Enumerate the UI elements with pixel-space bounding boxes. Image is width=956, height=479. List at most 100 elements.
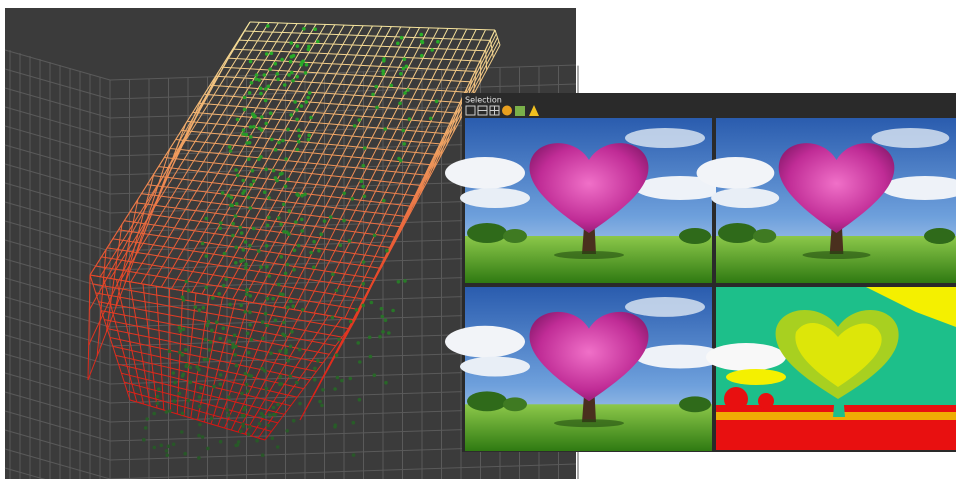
point: [286, 127, 290, 132]
point: [320, 403, 324, 408]
point: [284, 157, 288, 161]
tool-button[interactable]: [529, 105, 539, 116]
point: [177, 325, 182, 330]
point: [363, 146, 367, 150]
point: [372, 373, 377, 378]
point: [334, 353, 339, 358]
point: [317, 248, 321, 253]
point: [330, 315, 335, 320]
point: [241, 248, 246, 252]
tool-button[interactable]: [502, 105, 512, 116]
point: [372, 233, 377, 238]
point: [247, 157, 251, 161]
mesh-line: [112, 345, 304, 390]
image-tile[interactable]: [706, 287, 956, 450]
image-tile[interactable]: [696, 118, 956, 283]
point: [278, 374, 283, 379]
image-tile[interactable]: [445, 118, 725, 283]
point: [167, 349, 172, 354]
point: [298, 347, 302, 352]
point: [281, 138, 285, 143]
point: [188, 380, 193, 385]
point: [241, 424, 245, 429]
mesh-line: [419, 145, 440, 196]
point: [218, 226, 222, 230]
mesh-line: [92, 283, 349, 330]
point: [362, 194, 367, 199]
point: [233, 214, 238, 218]
point: [265, 223, 270, 228]
point: [283, 271, 288, 276]
point: [298, 401, 302, 406]
mesh-line: [95, 292, 343, 338]
point: [282, 83, 287, 87]
point: [204, 285, 209, 290]
point: [234, 363, 239, 368]
point: [239, 259, 243, 264]
point: [188, 365, 193, 370]
point: [180, 430, 184, 434]
mesh-line: [479, 58, 482, 83]
point: [279, 254, 284, 259]
mesh-line: [152, 175, 411, 207]
point: [209, 416, 214, 421]
point: [225, 408, 230, 412]
point: [164, 449, 169, 453]
point: [385, 248, 389, 253]
mesh-line: [439, 116, 454, 158]
point: [378, 335, 382, 339]
mesh-line: [489, 39, 494, 58]
grid-line: [4, 68, 111, 100]
point: [242, 407, 246, 412]
point: [166, 444, 171, 449]
mesh-line: [141, 193, 401, 228]
point: [245, 382, 249, 387]
point: [259, 128, 264, 132]
point: [273, 176, 278, 180]
point: [269, 351, 273, 356]
tool-button[interactable]: [465, 105, 476, 116]
point: [398, 101, 402, 106]
tool-button[interactable]: [515, 106, 525, 116]
point: [218, 373, 223, 377]
point: [402, 57, 407, 61]
point: [375, 105, 379, 110]
point: [217, 292, 221, 296]
point: [342, 191, 347, 196]
point: [248, 310, 252, 315]
mesh-line: [126, 390, 272, 432]
point: [193, 305, 198, 309]
point: [328, 215, 333, 219]
point: [292, 248, 297, 253]
point: [180, 295, 185, 300]
mesh-line: [249, 21, 496, 31]
point: [371, 92, 375, 97]
image-tile[interactable]: [445, 287, 725, 452]
point: [275, 72, 280, 76]
point: [275, 178, 279, 183]
point: [404, 64, 409, 69]
point: [238, 225, 242, 230]
point: [282, 320, 286, 325]
point: [244, 266, 248, 270]
grid-line: [4, 296, 111, 328]
point: [289, 113, 294, 117]
point: [264, 87, 268, 91]
point: [288, 59, 293, 64]
point: [367, 335, 372, 340]
point: [321, 388, 325, 392]
point: [265, 296, 270, 301]
point: [171, 371, 176, 375]
point: [357, 397, 362, 402]
point: [264, 121, 269, 126]
point: [278, 172, 283, 176]
point: [212, 384, 216, 389]
point: [290, 330, 294, 334]
point: [303, 192, 307, 197]
point: [333, 387, 337, 391]
point: [270, 137, 274, 142]
mesh-line: [399, 174, 426, 233]
point: [312, 239, 316, 244]
point: [199, 385, 203, 390]
mesh-line: [107, 247, 371, 290]
